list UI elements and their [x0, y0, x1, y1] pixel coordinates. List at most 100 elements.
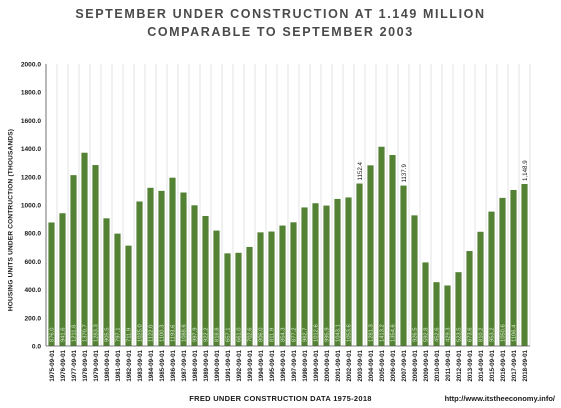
x-tick-label: 2001-09-01 — [335, 349, 342, 381]
bar — [367, 165, 374, 346]
value-label: 429.3 — [446, 327, 452, 342]
value-label: 1100.3 — [160, 325, 166, 342]
value-label: 673.6 — [468, 327, 474, 342]
x-tick-label: 2013-09-01 — [467, 349, 474, 381]
chart-title-line2: COMPARABLE TO SEPTEMBER 2003 — [147, 25, 414, 39]
x-tick-label: 1984-09-01 — [148, 349, 155, 381]
x-axis-label: FRED UNDER CONSTRUCTION DATA 1975-2018 — [189, 394, 372, 403]
bar — [180, 192, 187, 346]
bar — [433, 282, 440, 346]
value-label: 810.2 — [479, 327, 485, 342]
x-tick-label: 2015-09-01 — [489, 349, 496, 381]
x-tick-label: 1992-09-01 — [236, 349, 243, 381]
bar — [389, 155, 396, 346]
value-label: 1283.3 — [94, 324, 100, 342]
value-label: 953.2 — [490, 327, 496, 342]
x-tick-label: 1989-09-01 — [203, 349, 210, 381]
x-tick-label: 2014-09-01 — [478, 349, 485, 381]
x-tick-label: 1986-09-01 — [170, 349, 177, 381]
x-tick-label: 1991-09-01 — [225, 349, 232, 381]
value-label: 806.0 — [259, 327, 265, 342]
x-tick-label: 1976-09-01 — [60, 349, 67, 381]
x-tick-label: 1978-09-01 — [82, 349, 89, 381]
x-tick-label: 1981-09-01 — [115, 349, 122, 381]
x-tick-label: 2017-09-01 — [511, 349, 518, 381]
bar — [169, 177, 176, 346]
value-label: 854.3 — [281, 327, 287, 342]
y-tick-label: 1800.0 — [21, 90, 42, 97]
y-tick-label: 800.0 — [24, 231, 41, 238]
value-label: 876.0 — [50, 327, 56, 342]
bar — [246, 246, 253, 346]
x-tick-label: 2002-09-01 — [346, 349, 353, 381]
value-label: 926.5 — [413, 327, 419, 342]
x-tick-label: 2010-09-01 — [434, 349, 441, 381]
value-label: 1281.3 — [369, 324, 375, 342]
bar — [378, 146, 385, 346]
bar — [279, 225, 286, 346]
x-tick-label: 2011-09-01 — [445, 349, 452, 381]
bar — [81, 152, 88, 346]
value-label: 997.9 — [193, 327, 199, 342]
source-url: http://www.itstheeconomy.info/ — [444, 394, 555, 403]
bar — [213, 230, 220, 346]
y-tick-label: 1200.0 — [21, 174, 42, 181]
x-tick-label: 1987-09-01 — [181, 349, 188, 381]
value-label-callout: 1152.4 — [357, 161, 364, 180]
bar — [136, 201, 143, 346]
x-tick-label: 1994-09-01 — [258, 349, 265, 381]
bar — [345, 197, 352, 346]
x-tick-label: 2006-09-01 — [390, 349, 397, 381]
bar — [257, 232, 264, 346]
value-label: 941.6 — [61, 327, 67, 342]
x-tick-label: 1983-09-01 — [137, 349, 144, 381]
x-tick-label: 1980-09-01 — [104, 349, 111, 381]
bar — [224, 253, 231, 346]
value-label: 702.6 — [248, 327, 254, 342]
value-label: 922.2 — [204, 327, 210, 342]
value-label: 1354.6 — [391, 324, 397, 342]
value-label: 661.0 — [237, 327, 243, 342]
bar — [411, 215, 418, 346]
value-label-callout: 1137.9 — [401, 164, 408, 183]
bar — [477, 231, 484, 346]
value-label: 905.5 — [105, 327, 111, 342]
value-label: 818.8 — [215, 327, 221, 342]
bar — [235, 252, 242, 346]
value-label: 1122.0 — [149, 325, 155, 342]
bar — [488, 211, 495, 346]
x-tick-label: 1982-09-01 — [126, 349, 133, 381]
value-label: 1088.6 — [182, 324, 188, 342]
bar — [444, 285, 451, 346]
value-labels: 876.0 941.6 1211.8 1370.7 1283.3 905.5 797.1 71… — [50, 160, 529, 342]
value-label: 523.5 — [457, 327, 463, 342]
bar — [499, 197, 506, 346]
x-tick-label: 1988-09-01 — [192, 349, 199, 381]
x-tick-label: 2003-09-01 — [357, 349, 364, 381]
value-label-callout: 1,148.9 — [522, 160, 529, 181]
x-tick-label: 1977-09-01 — [71, 349, 78, 381]
x-tick-label: 1995-09-01 — [269, 349, 276, 381]
value-label: 877.2 — [292, 327, 298, 342]
x-tick-label: 1999-09-01 — [313, 349, 320, 381]
value-label: 711.9 — [127, 328, 133, 342]
x-tick-label: 1975-09-01 — [49, 349, 56, 381]
x-tick-label: 1990-09-01 — [214, 349, 221, 381]
y-tick-label: 1400.0 — [21, 146, 42, 153]
bar — [147, 187, 154, 346]
x-tick-labels: 1975-09-01 1976-09-01 1977-09-01 1978-09-01… — [49, 349, 529, 381]
x-tick-label: 1996-09-01 — [280, 349, 287, 381]
bar — [191, 205, 198, 346]
axes — [45, 64, 530, 347]
y-tick-label: 1000.0 — [21, 203, 42, 210]
x-tick-label: 1998-09-01 — [302, 349, 309, 381]
value-label: 982.7 — [303, 327, 309, 342]
value-label: 1211.8 — [72, 325, 78, 342]
y-tick-label: 1600.0 — [21, 118, 42, 125]
bar — [323, 205, 330, 346]
bar — [510, 189, 517, 346]
bar — [48, 222, 55, 346]
bar — [301, 207, 308, 346]
